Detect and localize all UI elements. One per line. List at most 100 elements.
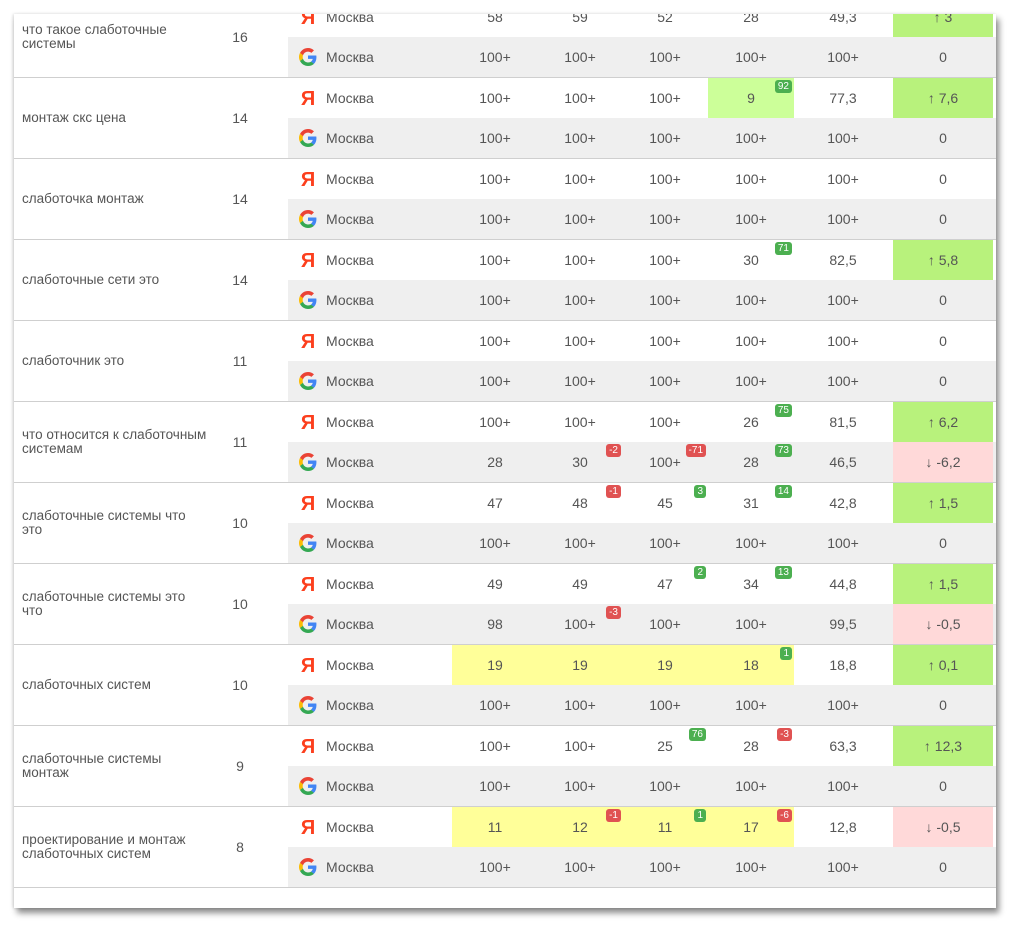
yandex-row: Я Москва 47 48 -1 45 3 31 14 42,8 ↑ 1,5 (288, 483, 996, 523)
region-label: Москва (326, 819, 374, 835)
position-value: 49 (487, 576, 503, 592)
position-cell: 100+ (622, 118, 708, 158)
position-value: 100+ (479, 292, 511, 308)
region-label: Москва (326, 333, 374, 349)
position-cell: 100+ (622, 361, 708, 401)
position-change: ↓ -6,2 (893, 442, 993, 482)
position-cell: 49 (537, 564, 623, 604)
region-label: Москва (326, 616, 374, 632)
position-value: 100+ (735, 697, 767, 713)
position-value: 100+ (649, 414, 681, 430)
yandex-row: Я Москва 100+ 100+ 100+ 100+ 100+ 0 (288, 159, 996, 199)
position-value: 30 (572, 454, 588, 470)
position-cell: 100+ (708, 159, 794, 199)
position-change: 0 (939, 171, 947, 187)
average-position: 82,5 (829, 252, 857, 268)
keyword-group: слаботочка монтаж 14 Я Москва 100+ 100+ 100+ 10… (14, 159, 996, 240)
position-value: 100+ (649, 859, 681, 875)
position-value: 28 (743, 738, 759, 754)
position-cell: 100+ (452, 159, 538, 199)
keyword-label: слаботочные сети это (22, 272, 160, 287)
svg-text:Я: Я (301, 736, 315, 756)
position-value: 100+ (649, 90, 681, 106)
google-row: Москва 100+ 100+ 100+ 100+ 100+ 0 (288, 523, 996, 563)
position-cell: 11 1 (622, 807, 708, 847)
change-badge-up: 1 (694, 809, 706, 822)
average-position: 100+ (827, 535, 859, 551)
change-badge-down: -6 (777, 809, 792, 822)
position-cell: 100+ (622, 240, 708, 280)
region-label: Москва (326, 778, 374, 794)
average-position: 44,8 (829, 576, 857, 592)
position-value: 49 (572, 576, 588, 592)
change-badge-up: 3 (694, 485, 706, 498)
position-cell: 100+ (622, 78, 708, 118)
google-row: Москва 98 100+ -3 100+ 100+ 99,5 ↓ -0,5 (288, 604, 996, 644)
position-value: 28 (487, 454, 503, 470)
position-value: 100+ (479, 211, 511, 227)
position-value: 11 (487, 819, 503, 835)
change-badge-up: 73 (774, 444, 792, 457)
position-cell: 100+ (622, 523, 708, 563)
position-value: 100+ (479, 859, 511, 875)
region-label: Москва (326, 211, 374, 227)
region-label: Москва (326, 414, 374, 430)
position-cell: 28 (452, 442, 538, 482)
position-change: 0 (939, 859, 947, 875)
position-value: 18 (743, 657, 759, 673)
average-position: 100+ (827, 859, 859, 875)
search-volume: 11 (232, 353, 248, 369)
position-cell: 100+ (622, 402, 708, 442)
average-position: 100+ (827, 130, 859, 146)
yandex-icon: Я (296, 807, 320, 847)
average-position: 100+ (827, 292, 859, 308)
position-cell: 100+ (452, 78, 538, 118)
change-badge-up: 71 (774, 242, 792, 255)
position-value: 100+ (735, 859, 767, 875)
position-cell: 30 71 (708, 240, 794, 280)
keyword-label: что такое слаботочные системы (22, 22, 167, 51)
google-row: Москва 100+ 100+ 100+ 100+ 100+ 0 (288, 37, 996, 77)
position-value: 100+ (735, 292, 767, 308)
svg-text:Я: Я (301, 250, 315, 270)
change-badge-up: 2 (694, 566, 706, 579)
position-cell: 49 (452, 564, 538, 604)
position-value: 45 (657, 495, 673, 511)
position-value: 100+ (479, 738, 511, 754)
google-icon (296, 604, 320, 644)
yandex-row: Я Москва 100+ 100+ 100+ 26 75 81,5 ↑ 6,2 (288, 402, 996, 442)
position-value: 100+ (564, 859, 596, 875)
region-label: Москва (326, 697, 374, 713)
position-change: 0 (939, 333, 947, 349)
position-cell: 100+ -71 (622, 442, 708, 482)
position-cell: 19 (452, 645, 538, 685)
position-value: 59 (572, 14, 588, 25)
google-icon (296, 442, 320, 482)
position-value: 31 (743, 495, 759, 511)
position-cell: 100+ (708, 523, 794, 563)
position-cell: 100+ (708, 280, 794, 320)
average-position: 46,5 (829, 454, 857, 470)
average-position: 100+ (827, 49, 859, 65)
keyword-group: слаботочные системы что это 10 Я Москва 47 48… (14, 483, 996, 564)
position-cell: 19 (622, 645, 708, 685)
position-value: 19 (657, 657, 673, 673)
position-value: 100+ (564, 535, 596, 551)
google-row: Москва 100+ 100+ 100+ 100+ 100+ 0 (288, 118, 996, 158)
google-icon (296, 37, 320, 77)
average-position: 100+ (827, 697, 859, 713)
position-value: 100+ (564, 211, 596, 227)
position-value: 100+ (479, 333, 511, 349)
keyword-label: слаботочные системы монтаж (22, 751, 162, 780)
google-icon (296, 523, 320, 563)
position-value: 100+ (479, 49, 511, 65)
position-value: 100+ (564, 414, 596, 430)
average-position: 100+ (827, 211, 859, 227)
position-value: 9 (747, 90, 755, 106)
position-value: 100+ (479, 373, 511, 389)
position-value: 100+ (649, 49, 681, 65)
position-value: 100+ (479, 535, 511, 551)
position-cell: 100+ (622, 159, 708, 199)
position-value: 28 (743, 454, 759, 470)
change-badge-up: 75 (774, 404, 792, 417)
